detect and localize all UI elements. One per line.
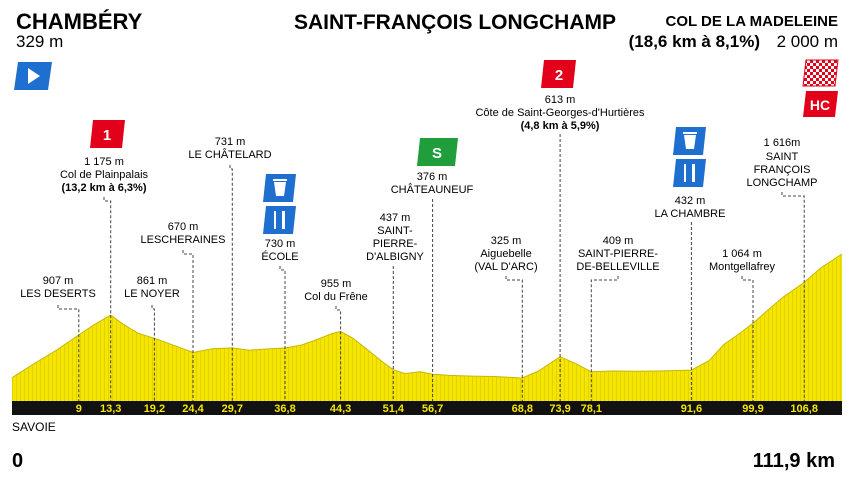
fork-knife-icon: [263, 206, 296, 234]
km-label: 29,7: [222, 403, 243, 415]
km-label: 99,9: [742, 403, 763, 415]
water-icon: [263, 174, 296, 202]
marker-name: LE CHÂTELARD: [188, 148, 271, 161]
region-label: SAVOIE: [12, 420, 56, 434]
km-labels: 9 13,3 19,2 24,4 29,7 36,8 44,3 51,4 56,7 68,8 73,…: [76, 403, 818, 415]
svg-text:S: S: [432, 145, 442, 162]
km-label: 73,9: [549, 403, 570, 415]
marker-name: LES DESERTS: [20, 288, 96, 300]
marker-name: (VAL D'ARC): [474, 261, 537, 273]
finish-climb-detail: (18,6 km à 8,1%): [629, 32, 760, 51]
marker-leaders: [57, 134, 805, 401]
fork-knife-icon: [673, 159, 706, 187]
km-label: 91,6: [681, 403, 702, 415]
svg-text:2: 2: [555, 67, 563, 84]
marker-leader: [103, 197, 112, 401]
distance-bar: [12, 401, 842, 415]
marker-name: LONGCHAMP: [747, 177, 818, 189]
marker-name: LE NOYER: [124, 288, 180, 300]
marker-leader: [590, 276, 619, 401]
km-label: 36,8: [274, 403, 295, 415]
km-label: 68,8: [512, 403, 533, 415]
svg-text:1: 1: [103, 127, 111, 144]
marker-alt: 670 m: [168, 221, 199, 233]
marker-alt: 955 m: [321, 278, 352, 290]
km-label: 44,3: [330, 403, 351, 415]
distance-start: 0: [12, 450, 23, 472]
marker-name: Montgellafrey: [709, 261, 776, 273]
hc-badge: HC: [803, 91, 838, 117]
marker-leader: [279, 266, 286, 401]
km-label: 51,4: [383, 403, 405, 415]
start-altitude: 329 m: [16, 32, 63, 51]
km-label: 9: [76, 403, 82, 415]
finish-altitude: 2 000 m: [777, 32, 838, 51]
finish-climb-name: COL DE LA MADELEINE: [665, 13, 838, 30]
km-label: 19,2: [144, 403, 165, 415]
marker-leader: [505, 276, 523, 401]
marker-name: Côte de Saint-Georges-d'Hurtières: [475, 107, 645, 119]
km-label: 56,7: [422, 403, 443, 415]
marker-name: CHÂTEAUNEUF: [391, 183, 474, 196]
profile-area: [12, 254, 842, 401]
marker-alt: 731 m: [215, 136, 246, 148]
marker-name: FRANÇOIS: [754, 164, 811, 176]
sprint-badge: S: [417, 138, 458, 166]
marker-alt: 437 m: [380, 212, 411, 224]
marker-name: Aiguebelle: [480, 248, 531, 260]
marker-name: SAINT-PIERRE-: [578, 248, 658, 260]
marker-name: Col du Frêne: [304, 291, 368, 303]
marker-alt: 409 m: [603, 235, 634, 247]
marker-alt: 613 m: [545, 94, 576, 106]
marker-alt: 1 175 m: [84, 156, 124, 168]
marker-name: DE-BELLEVILLE: [576, 261, 659, 273]
marker-leader: [229, 165, 233, 401]
marker-name: SAINT: [766, 151, 799, 163]
km-label: 106,8: [790, 403, 818, 415]
marker-alt: 376 m: [417, 171, 448, 183]
hc-label: HC: [810, 97, 830, 113]
start-name: CHAMBÉRY: [16, 9, 143, 34]
water-icon: [673, 127, 706, 155]
km-label: 13,3: [100, 403, 121, 415]
marker-leader: [741, 276, 754, 401]
marker-leader: [781, 192, 805, 401]
marker-alt: 861 m: [137, 275, 168, 287]
marker-detail: (4,8 km à 5,9%): [521, 120, 600, 132]
marker-detail: (13,2 km à 6,3%): [62, 182, 147, 194]
marker-leader: [151, 305, 155, 401]
finish-name: SAINT-FRANÇOIS LONGCHAMP: [294, 11, 616, 34]
marker-name: LA CHAMBRE: [655, 208, 726, 220]
distance-end: 111,9 km: [753, 450, 835, 472]
marker-name: PIERRE-: [373, 238, 418, 250]
marker-alt: 730 m: [265, 238, 296, 250]
marker-name: LESCHERAINES: [141, 234, 226, 246]
marker-alt: 325 m: [491, 235, 522, 247]
marker-alt: 1 064 m: [722, 248, 762, 260]
marker-leader: [57, 305, 80, 401]
climb-badge-1: 1: [90, 120, 125, 148]
km-label: 24,4: [182, 403, 204, 415]
marker-name: ÉCOLE: [261, 250, 298, 263]
km-label: 78,1: [581, 403, 602, 415]
marker-name: Col de Plainpalais: [60, 169, 149, 181]
marker-leader: [182, 250, 194, 401]
marker-labels: 907 m LES DESERTS 1 1 175 m Col de Plain…: [20, 60, 817, 303]
start-flag-icon: [14, 62, 52, 90]
marker-alt: 907 m: [43, 275, 74, 287]
marker-alt: 432 m: [675, 195, 706, 207]
checkered-flag-icon: [802, 59, 839, 87]
marker-name: D'ALBIGNY: [366, 251, 424, 263]
marker-alt: 1 616m: [764, 137, 801, 149]
marker-leader: [335, 306, 342, 401]
marker-name: SAINT-: [377, 225, 413, 237]
climb-badge-2: 2: [541, 60, 576, 88]
